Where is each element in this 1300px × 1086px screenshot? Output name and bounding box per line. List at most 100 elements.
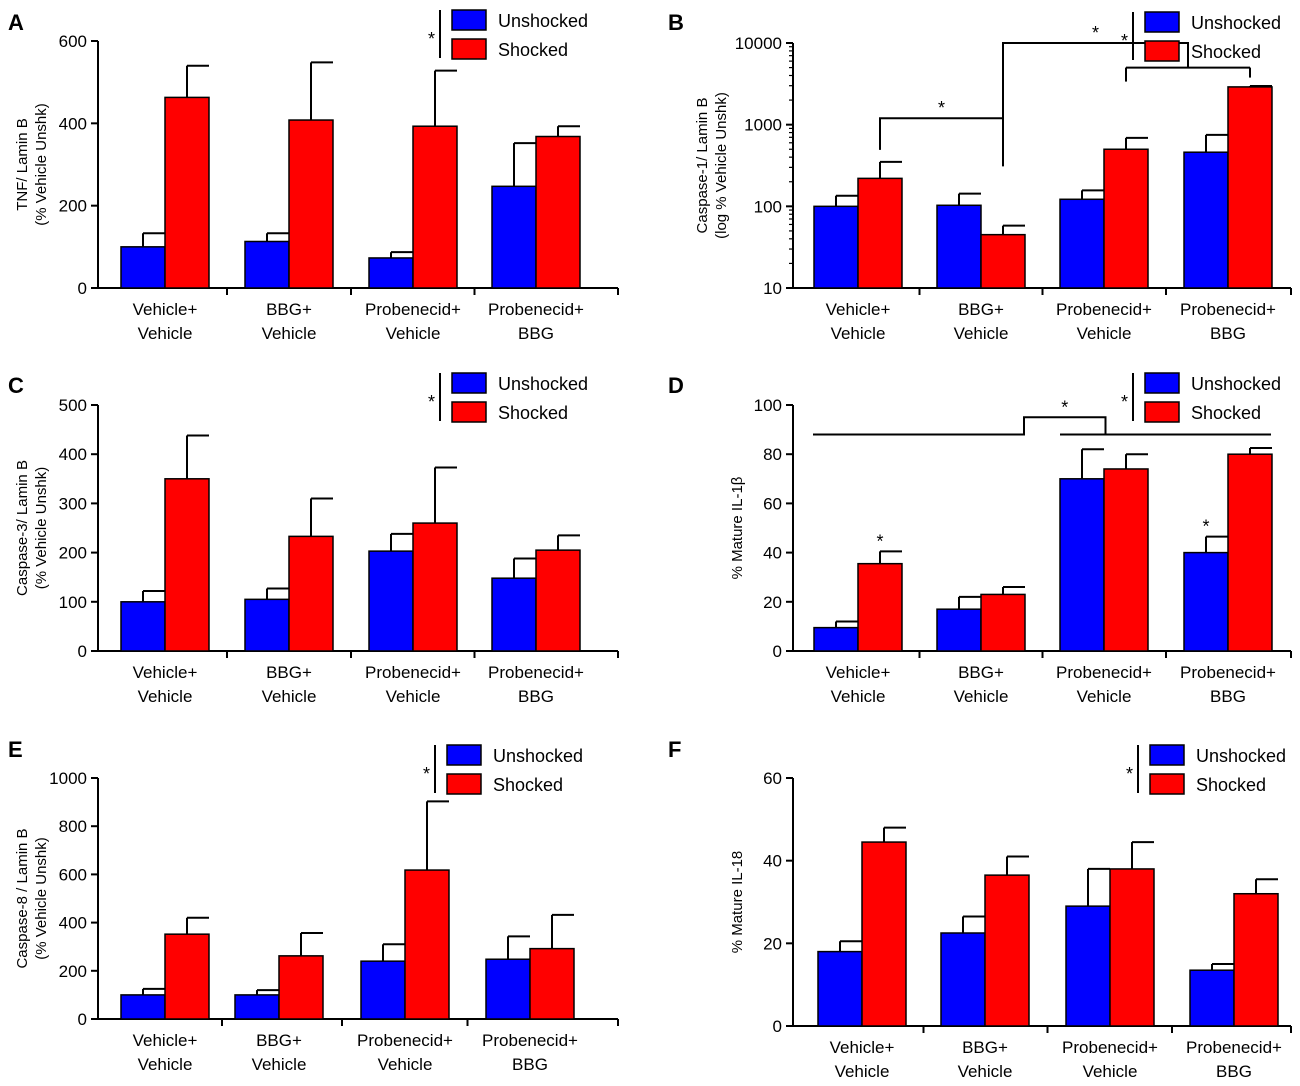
bar-shocked <box>535 135 581 289</box>
bar-unshocked <box>234 994 280 1020</box>
y-tick-label: 60 <box>763 494 782 513</box>
category-label: Probenecid+ <box>488 300 584 319</box>
y-axis-label-line: Caspase-1/ Lamin B <box>694 98 711 234</box>
panel-f: F % Mature IL-18 0 20 40 60 Vehicle+ Vehicle BBG… <box>668 737 1292 1081</box>
y-tick-label: 80 <box>763 445 782 464</box>
legend-significance-star: * <box>1126 764 1133 784</box>
bar-unshocked <box>120 601 166 652</box>
legend-label: Unshocked <box>493 746 583 766</box>
y-axis-label-line: % Mature IL-18 <box>729 851 746 954</box>
bar-unshocked <box>1059 198 1105 289</box>
bar-shocked <box>857 562 903 652</box>
bar-shocked <box>984 874 1030 1027</box>
y-tick-label: 800 <box>59 817 87 836</box>
legend: Unshocked Shocked * <box>423 744 583 795</box>
y-tick-label: 0 <box>773 642 782 661</box>
panel-d: D % Mature IL-1β 0 20 40 60 80 100 Vehicle+ Vehic… <box>668 372 1292 706</box>
y-tick-label: 0 <box>78 279 87 298</box>
category-label: BBG <box>518 687 554 706</box>
bracket-star: * <box>938 98 945 118</box>
bar-unshocked <box>120 994 166 1020</box>
category-label: Vehicle <box>138 687 193 706</box>
panel-letter: C <box>8 373 24 398</box>
y-tick-label: 1000 <box>49 769 87 788</box>
y-axis-label-line: TNF/ Lamin B <box>14 118 31 211</box>
bar-shocked <box>404 869 450 1020</box>
legend-swatch-unshocked <box>446 744 482 766</box>
y-axis-label-line: (% Vehicle Unshk) <box>33 837 50 960</box>
bar-unshocked <box>936 608 982 652</box>
y-tick-label: 1000 <box>744 116 782 135</box>
category-label: Vehicle <box>958 1062 1013 1081</box>
legend-significance-star: * <box>1121 31 1128 51</box>
bar-unshocked <box>1059 478 1105 652</box>
y-axis-label-line: (% Vehicle Unshk) <box>33 103 50 226</box>
legend-label: Shocked <box>498 403 568 423</box>
legend-significance-star: * <box>428 392 435 412</box>
category-label: Vehicle <box>262 324 317 343</box>
panel-letter: D <box>668 373 684 398</box>
panel-c: C Caspase-3/ Lamin B (% Vehicle Unshk) 0 100… <box>8 372 619 706</box>
bar-shocked <box>412 522 458 652</box>
y-axis-label-line: % Mature IL-1β <box>729 476 746 579</box>
y-tick-label: 20 <box>763 934 782 953</box>
bar-shocked <box>278 955 324 1020</box>
bar-unshocked <box>1183 551 1229 652</box>
y-tick-label: 10 <box>763 279 782 298</box>
y-tick-label: 200 <box>59 544 87 563</box>
bar-shocked <box>164 96 210 289</box>
y-tick-label: 200 <box>59 962 87 981</box>
category-label: BBG <box>1210 687 1246 706</box>
category-label: Probenecid+ <box>1180 300 1276 319</box>
bar-unshocked <box>1065 905 1111 1027</box>
bar-unshocked <box>813 205 859 289</box>
panel-a: A TNF/ Lamin B (% Vehicle Unshk) 0 200 400 600… <box>8 9 619 343</box>
category-label: Vehicle <box>1077 687 1132 706</box>
bar-unshocked <box>360 960 406 1020</box>
y-tick-label: 100 <box>754 197 782 216</box>
legend-swatch-shocked <box>446 773 482 795</box>
y-axis-label: Caspase-1/ Lamin B (log % Vehicle Unshk) <box>694 92 730 239</box>
legend-label: Unshocked <box>1191 374 1281 394</box>
y-tick-label: 400 <box>59 114 87 133</box>
bar-shocked <box>288 535 334 652</box>
category-label: Probenecid+ <box>1186 1038 1282 1057</box>
y-tick-label: 400 <box>59 914 87 933</box>
y-axis-label: Caspase-8 / Lamin B (% Vehicle Unshk) <box>14 828 50 968</box>
bar-unshocked <box>491 185 537 289</box>
legend-label: Unshocked <box>1196 746 1286 766</box>
category-label: BBG+ <box>962 1038 1008 1057</box>
bar-shocked <box>980 593 1026 652</box>
significance-star: * <box>1202 517 1209 537</box>
bar-shocked <box>535 549 581 652</box>
y-axis-label: % Mature IL-18 <box>729 851 746 954</box>
legend-swatch-shocked <box>451 401 487 423</box>
category-label: Vehicle <box>1077 324 1132 343</box>
y-tick-label: 40 <box>763 544 782 563</box>
bracket-star: * <box>1061 397 1068 417</box>
category-label: BBG <box>512 1055 548 1074</box>
bar-shocked <box>1103 148 1149 289</box>
category-label: Probenecid+ <box>1062 1038 1158 1057</box>
legend: Unshocked Shocked * <box>1121 11 1281 62</box>
legend: Unshocked Shocked * <box>428 372 588 423</box>
bar-shocked <box>164 478 210 652</box>
panel-letter: E <box>8 737 23 762</box>
category-label: Probenecid+ <box>1056 300 1152 319</box>
legend-significance-star: * <box>1121 392 1128 412</box>
category-label: BBG <box>518 324 554 343</box>
panel-e: E Caspase-8 / Lamin B (% Vehicle Unshk) 0 20… <box>8 737 619 1074</box>
y-tick-label: 20 <box>763 593 782 612</box>
legend: Unshocked Shocked * <box>428 9 588 60</box>
bar-unshocked <box>940 932 986 1027</box>
bar-unshocked <box>1189 969 1235 1027</box>
category-label: Vehicle <box>138 1055 193 1074</box>
y-axis-label: % Mature IL-1β <box>729 476 746 579</box>
legend: Unshocked Shocked * <box>1126 744 1286 795</box>
y-tick-label: 100 <box>59 593 87 612</box>
category-label: BBG+ <box>256 1031 302 1050</box>
bar-shocked <box>1103 468 1149 652</box>
y-tick-label: 200 <box>59 197 87 216</box>
legend-label: Unshocked <box>498 11 588 31</box>
